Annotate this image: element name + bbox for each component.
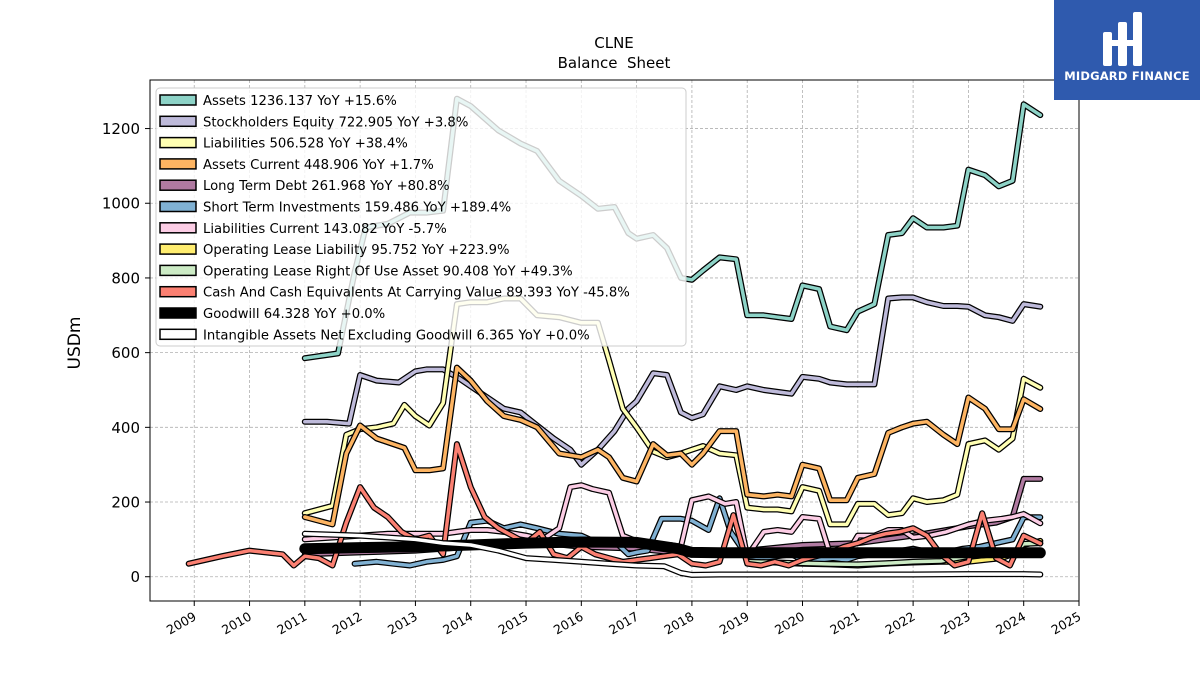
- series-10: [185, 441, 1044, 569]
- y-tick-label: 600: [111, 344, 140, 362]
- legend-swatch: [159, 328, 197, 341]
- plot-frame: [149, 79, 1080, 602]
- y-tick-label: 1000: [102, 195, 140, 213]
- x-tick-label: 2009: [164, 609, 199, 638]
- y-axis-label: USDm: [65, 317, 85, 370]
- legend-label: Cash And Cash Equivalents At Carrying Va…: [203, 286, 630, 301]
- legend: Assets 1236.137 YoY +15.6% Stockholders E…: [155, 87, 687, 347]
- y-tick-label: 400: [111, 419, 140, 437]
- legend-swatch: [159, 307, 197, 319]
- legend-swatch: [159, 264, 197, 277]
- y-tick-label: 200: [111, 494, 140, 512]
- y-tick-label: 800: [111, 269, 140, 287]
- series-3: [301, 295, 1044, 528]
- legend-label: Operating Lease Right Of Use Asset 90.40…: [203, 264, 573, 279]
- series-line: [303, 532, 1043, 577]
- x-tick-label: 2015: [495, 609, 530, 638]
- x-tick-label: 2012: [330, 609, 365, 638]
- series-12: [301, 530, 1044, 578]
- x-tick-label: 2016: [551, 609, 586, 638]
- series-line: [303, 296, 1043, 527]
- x-tick-label: 2019: [717, 609, 752, 638]
- x-tick-label: 2025: [1048, 609, 1083, 638]
- legend-swatch: [159, 243, 197, 255]
- series-line: [303, 365, 1043, 527]
- legend-label: Liabilities 506.528 YoY +38.4%: [203, 137, 408, 152]
- brand-logo: MIDGARD FINANCE: [1054, 0, 1200, 100]
- legend-swatch: [159, 222, 197, 234]
- legend-swatch: [159, 94, 197, 106]
- legend-label: Operating Lease Liability 95.752 YoY +22…: [203, 243, 510, 258]
- x-tick-label: 2022: [883, 609, 918, 638]
- legend-label: Assets Current 448.906 YoY +1.7%: [203, 158, 434, 173]
- series-line: [186, 442, 1043, 568]
- chart-subtitle: Balance Sheet: [558, 54, 671, 72]
- y-tick-label: 1200: [102, 120, 140, 138]
- x-tick-label: 2018: [661, 609, 696, 638]
- legend-label: Assets 1236.137 YoY +15.6%: [203, 94, 397, 109]
- x-tick-label: 2024: [993, 609, 1028, 638]
- series-7: [301, 482, 1044, 560]
- legend-label: Stockholders Equity 722.905 YoY +3.8%: [203, 115, 468, 130]
- x-tick-label: 2020: [772, 609, 807, 638]
- x-tick-label: 2023: [938, 609, 973, 638]
- legend-label: Goodwill 64.328 YoY +0.0%: [203, 307, 385, 322]
- legend-label: Liabilities Current 143.082 YoY -5.7%: [203, 222, 447, 237]
- legend-swatch: [159, 285, 197, 298]
- x-tick-label: 2017: [606, 609, 641, 638]
- legend-swatch: [159, 200, 197, 213]
- series-line: [303, 483, 1043, 558]
- legend-box: [155, 87, 687, 347]
- x-tick-label: 2013: [385, 609, 420, 638]
- chart-title: CLNE: [594, 34, 634, 52]
- brand-name: MIDGARD FINANCE: [1064, 69, 1190, 83]
- legend-swatch: [159, 158, 197, 170]
- legend-swatch: [159, 136, 197, 149]
- x-tick-label: 2021: [827, 609, 862, 638]
- legend-swatch: [159, 179, 197, 191]
- midgard-logo-icon: [1103, 12, 1142, 66]
- legend-label: Long Term Debt 261.968 YoY +80.8%: [203, 179, 450, 194]
- legend-swatch: [159, 115, 197, 128]
- legend-label: Short Term Investments 159.486 YoY +189.…: [203, 201, 511, 216]
- y-tick-label: 0: [130, 568, 140, 586]
- series-4: [301, 364, 1044, 528]
- x-tick-label: 2014: [440, 609, 475, 638]
- x-tick-label: 2011: [274, 609, 309, 638]
- x-tick-label: 2010: [219, 609, 254, 638]
- legend-label: Intangible Assets Net Excluding Goodwill…: [203, 328, 590, 343]
